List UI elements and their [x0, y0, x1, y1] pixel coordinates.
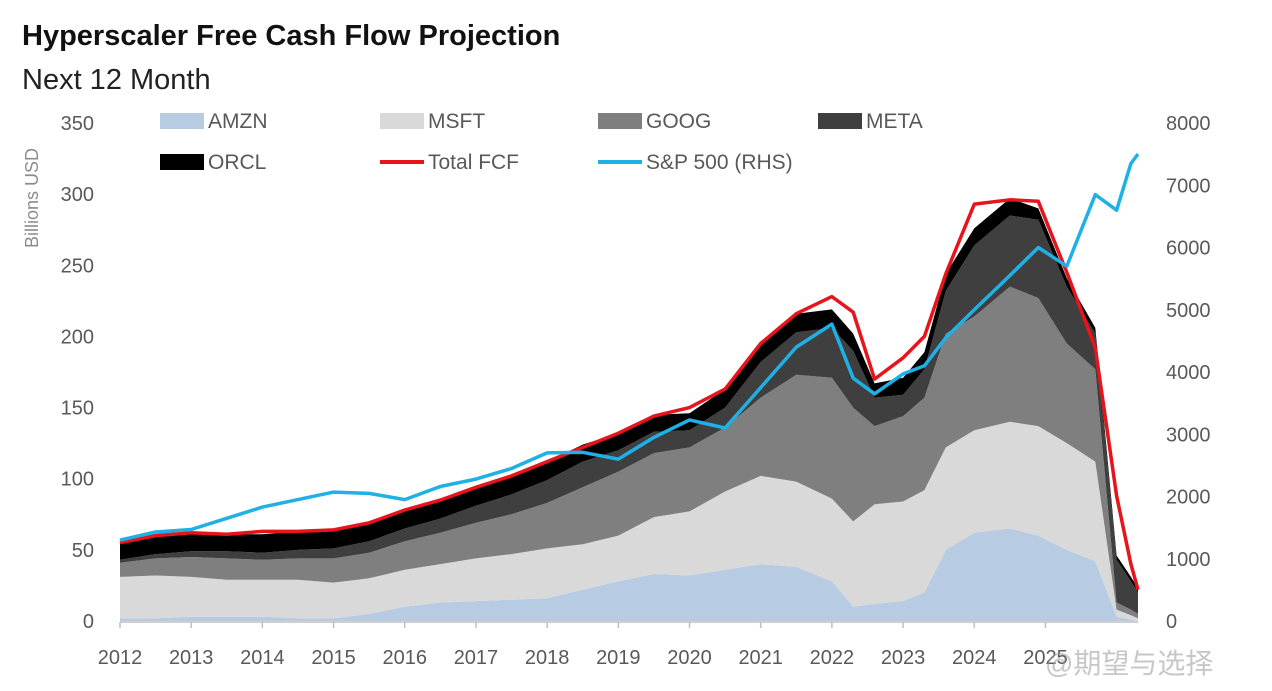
legend-item-total-fcf: Total FCF	[380, 151, 519, 174]
y-tick-label: 300	[61, 184, 94, 206]
y2-tick-label: 2000	[1166, 487, 1211, 509]
legend-item-msft: MSFT	[380, 110, 485, 133]
legend-item-goog: GOOG	[598, 110, 711, 133]
x-tick-label: 2022	[810, 647, 855, 669]
legend-label-meta: META	[866, 110, 923, 133]
y-tick-label: 200	[61, 326, 94, 348]
legend-item-meta: META	[818, 110, 923, 133]
y-tick-label: 250	[61, 255, 94, 277]
x-tick-label: 2025	[1023, 647, 1068, 669]
y2-tick-label: 6000	[1166, 238, 1211, 260]
x-tick-label: 2015	[311, 647, 356, 669]
legend-swatch-meta	[818, 113, 862, 129]
area-goog	[120, 286, 1138, 619]
x-tick-label: 2016	[383, 647, 428, 669]
area-amzn	[120, 528, 1138, 621]
legend-label-msft: MSFT	[428, 110, 485, 133]
legend-label-goog: GOOG	[646, 110, 711, 133]
y-tick-label: 50	[72, 540, 94, 562]
legend-swatch-orcl	[160, 154, 204, 170]
x-tick-label: 2017	[454, 647, 499, 669]
legend-label-total-fcf: Total FCF	[428, 151, 519, 174]
x-tick-label: 2019	[596, 647, 641, 669]
y-tick-label: 100	[61, 469, 94, 491]
x-tick-label: 2014	[240, 647, 285, 669]
y2-tick-label: 8000	[1166, 113, 1211, 135]
area-meta	[120, 215, 1138, 614]
y2-tick-label: 1000	[1166, 549, 1211, 571]
x-tick-label: 2021	[738, 647, 783, 669]
y2-tick-label: 5000	[1166, 300, 1211, 322]
chart-subtitle: Next 12 Month	[22, 64, 211, 96]
legend-item-amzn: AMZN	[160, 110, 268, 133]
legend-label-s-p-500-rhs: S&P 500 (RHS)	[646, 151, 793, 174]
legend-item-s-p-500-rhs: S&P 500 (RHS)	[598, 151, 793, 174]
legend-swatch-msft	[380, 113, 424, 129]
x-tick-label: 2020	[667, 647, 712, 669]
y2-tick-label: 4000	[1166, 362, 1211, 384]
x-tick-label: 2018	[525, 647, 570, 669]
y-tick-label: 0	[83, 611, 94, 633]
legend-item-orcl: ORCL	[160, 151, 266, 174]
line-s-p-500-rhs	[119, 153, 1140, 542]
y2-tick-label: 3000	[1166, 424, 1211, 446]
legend-label-amzn: AMZN	[208, 110, 268, 133]
y2-tick-label: 7000	[1166, 175, 1211, 197]
watermark: @期望与选择	[1045, 648, 1214, 679]
y-tick-label: 150	[61, 398, 94, 420]
x-tick-label: 2013	[169, 647, 214, 669]
x-tick-label: 2024	[952, 647, 997, 669]
x-tick-label: 2012	[98, 647, 143, 669]
legend-swatch-amzn	[160, 113, 204, 129]
y-axis-title: Billions USD	[22, 148, 42, 248]
legend-label-orcl: ORCL	[208, 151, 266, 174]
y-tick-label: 350	[61, 113, 94, 135]
x-tick-label: 2023	[881, 647, 926, 669]
legend-swatch-goog	[598, 113, 642, 129]
line-total-fcf	[119, 198, 1140, 591]
y2-tick-label: 0	[1166, 611, 1177, 633]
area-msft	[120, 421, 1138, 621]
chart-title: Hyperscaler Free Cash Flow Projection	[22, 20, 561, 52]
